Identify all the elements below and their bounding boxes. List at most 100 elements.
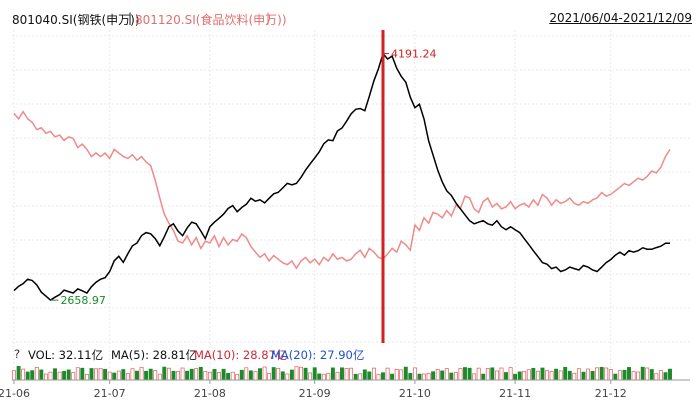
volume-bar — [658, 370, 663, 381]
volume-bar — [317, 373, 322, 381]
volume-bar — [613, 373, 618, 381]
volume-bar — [668, 368, 672, 381]
series-b-legend[interactable]: 801120.SI(食品饮料(申万)) — [135, 13, 287, 27]
volume-bar — [631, 371, 636, 381]
volume-bar — [116, 370, 121, 381]
volume-bar — [294, 366, 299, 381]
legend-separator: | — [266, 11, 271, 25]
volume-bar — [485, 368, 490, 381]
volume-bar — [112, 372, 117, 381]
volume-bar — [43, 373, 48, 381]
volume-bar — [253, 371, 258, 381]
volume-bar — [194, 368, 199, 381]
volume-bar — [162, 366, 167, 381]
volume-bar — [185, 370, 190, 381]
volume-bar — [226, 373, 231, 381]
series-b-line — [13, 110, 671, 270]
volume-bar — [399, 369, 404, 381]
volume-bar — [84, 373, 89, 381]
volume-bar — [649, 369, 654, 381]
volume-bar — [449, 372, 454, 381]
volume-bar — [508, 367, 513, 381]
volume-bar — [453, 372, 458, 381]
ma10-value: MA(10): 28.87亿 — [194, 348, 288, 362]
grid-lines — [12, 30, 690, 370]
volume-bar — [25, 371, 30, 381]
volume-bar — [330, 367, 335, 381]
volume-bar — [499, 367, 504, 381]
volume-bar — [280, 371, 285, 381]
volume-bar — [545, 370, 549, 381]
volume-bar — [340, 367, 344, 381]
series-a-line — [13, 52, 670, 302]
volume-bar — [207, 371, 212, 381]
x-axis-ticks: 21-06 21-07 21-08 21-09 21-10 21-11 21-12 — [0, 380, 627, 400]
volume-bar — [627, 367, 631, 381]
volume-bar — [349, 367, 354, 381]
volume-bar — [385, 367, 390, 381]
volume-bar — [599, 366, 604, 381]
volume-bar — [636, 371, 641, 381]
volume-bar — [362, 369, 367, 381]
volume-bar — [221, 368, 226, 381]
volume-bar — [103, 368, 108, 381]
volume-bar — [335, 371, 340, 381]
volume-bar — [312, 367, 317, 381]
volume-bar — [139, 366, 144, 381]
volume-bar — [166, 367, 171, 381]
volume-bar — [125, 373, 130, 381]
volume-bar — [472, 373, 477, 381]
x-tick-label: 21-06 — [0, 387, 30, 400]
volume-bar — [458, 368, 463, 381]
volume-bar — [244, 367, 249, 381]
volume-bar — [567, 370, 572, 381]
series-a-legend[interactable]: 801040.SI(钢铁(申万)) — [12, 13, 140, 27]
volume-bar — [285, 373, 290, 381]
volume-bar — [262, 366, 267, 381]
ma20-value: MA(20): 27.90亿 — [271, 348, 365, 362]
volume-bar — [30, 370, 35, 381]
volume-bar — [558, 370, 563, 381]
volume-bar — [535, 370, 540, 381]
volume-bar — [271, 367, 276, 381]
volume-bar — [230, 371, 235, 381]
volume-bar — [321, 373, 326, 381]
x-tick-label: 21-10 — [399, 387, 431, 400]
series-b-line-group — [13, 110, 671, 270]
date-range-link[interactable]: 2021/06/04-2021/12/09 — [549, 11, 692, 25]
x-tick-label: 21-07 — [94, 387, 126, 400]
x-tick-label: 21-08 — [194, 387, 226, 400]
max-label: 4191.24 — [391, 48, 437, 61]
volume-bar — [526, 369, 531, 381]
volume-bar — [135, 370, 139, 381]
volume-bar — [531, 367, 536, 381]
volume-bar — [467, 367, 472, 381]
volume-bar — [53, 368, 57, 381]
volume-bar — [440, 370, 445, 381]
volume-bar — [540, 367, 545, 381]
volume-bar — [654, 373, 659, 381]
volume-bar — [408, 373, 413, 381]
volume-bar — [590, 370, 595, 381]
series-a-line-group — [13, 52, 670, 302]
volume-bar — [289, 369, 294, 381]
volume-bar — [148, 368, 153, 381]
volume-bar — [171, 370, 176, 381]
volume-bar — [572, 372, 577, 381]
volume-bar — [12, 370, 16, 381]
volume-bar — [376, 374, 381, 381]
volume-bar — [217, 372, 221, 381]
volume-bar — [344, 368, 349, 381]
vol-value: VOL: 32.11亿 — [28, 348, 104, 362]
volume-bar — [435, 369, 440, 381]
volume-bar — [517, 371, 522, 381]
volume-bar — [180, 367, 185, 381]
volume-bar — [604, 367, 609, 381]
volume-bar — [522, 371, 527, 381]
volume-bar — [595, 367, 600, 381]
volume-bar — [303, 367, 308, 381]
help-icon[interactable]: ? — [14, 347, 21, 361]
volume-bar — [513, 373, 518, 381]
volume-bar — [276, 367, 281, 381]
